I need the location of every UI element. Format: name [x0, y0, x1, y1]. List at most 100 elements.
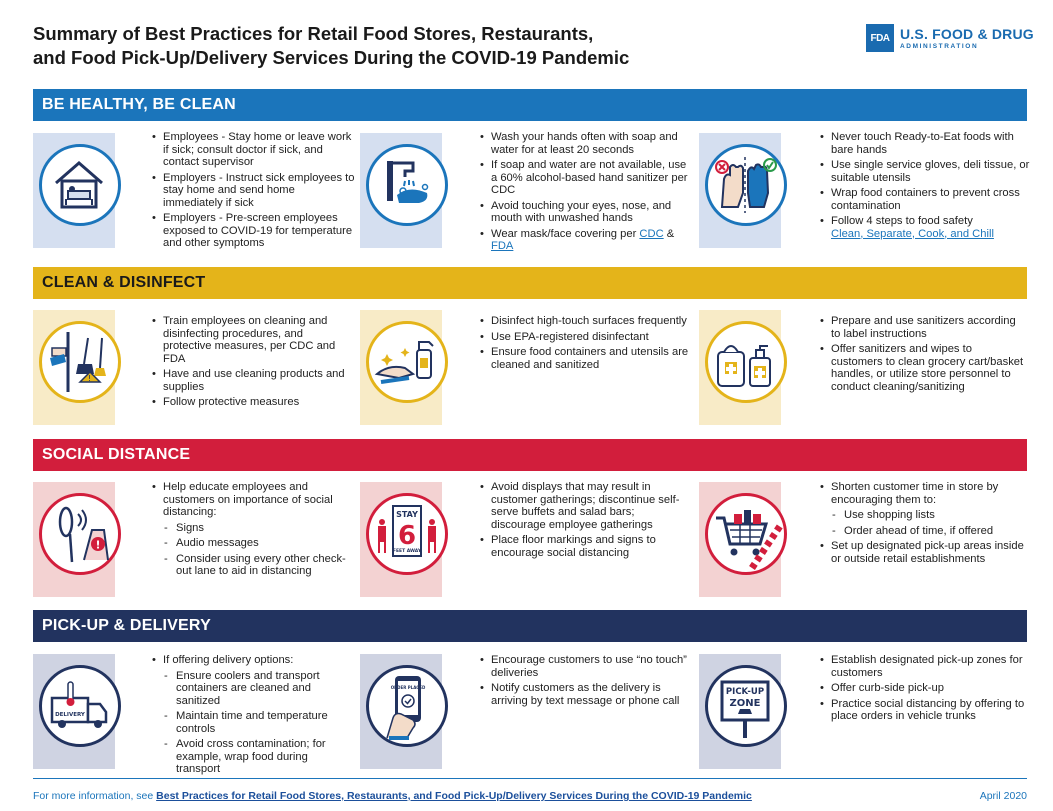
list-item: Wrap food containers to prevent cross co…: [820, 187, 1030, 212]
list-item: Shorten customer time in store by encour…: [820, 481, 1025, 506]
six-text: 6: [398, 521, 416, 551]
handwash-icon: [366, 144, 448, 226]
spray-wipe-icon: [366, 321, 448, 403]
pickup-zone-icon: PICK-UP ZONE: [705, 665, 787, 747]
food-safety-link[interactable]: Clean, Separate, Cook, and Chill: [831, 227, 994, 240]
list-distance-1: Help educate employees and customers on …: [152, 481, 347, 581]
list-item: Use single service gloves, deli tissue, …: [820, 159, 1030, 184]
feet-away-text: FEET AWAY: [393, 548, 422, 554]
tile-pickup-3: PICK-UP ZONE: [699, 654, 787, 769]
list-item: Ensure food containers and utensils are …: [480, 346, 690, 371]
delivery-label: DELIVERY: [55, 712, 86, 718]
title-line-2: and Food Pick-Up/Delivery Services Durin…: [33, 47, 630, 68]
list-subitem: Maintain time and temperature controls: [152, 710, 352, 735]
list-disinfect-3: Prepare and use sanitizers according to …: [820, 315, 1025, 396]
list-item: Employers - Pre-screen employees exposed…: [152, 212, 357, 250]
tile-disinfect-1: !: [33, 310, 121, 425]
list-item: Wash your hands often with soap and wate…: [480, 131, 695, 156]
list-item: Avoid touching your eyes, nose, and mout…: [480, 200, 695, 225]
list-item: Follow protective measures: [152, 396, 347, 409]
list-pickup-2: Encourage customers to use “no touch” de…: [480, 654, 690, 710]
list-pickup-3: Establish designated pick-up zones for c…: [820, 654, 1025, 726]
tile-distance-2: STAY 6 FEET AWAY: [360, 482, 448, 597]
list-disinfect-1: Train employees on cleaning and disinfec…: [152, 315, 347, 412]
tile-healthy-3: [699, 133, 787, 248]
footer-link[interactable]: Best Practices for Retail Food Stores, R…: [156, 790, 752, 802]
footer-more-info: For more information, see Best Practices…: [33, 790, 752, 802]
tile-healthy-1: [33, 133, 121, 248]
fda-mark: FDA: [866, 24, 894, 52]
list-item: Employees - Stay home or leave work if s…: [152, 131, 357, 169]
fda-link[interactable]: FDA: [491, 240, 514, 252]
tile-pickup-1: DELIVERY: [33, 654, 121, 769]
footer-date: April 2020: [979, 790, 1027, 802]
list-subitem: Use shopping lists: [820, 509, 1025, 522]
sanitizer-wipes-icon: [705, 321, 787, 403]
stay-6-feet-icon: STAY 6 FEET AWAY: [366, 493, 448, 575]
list-item: Employers - Instruct sick employees to s…: [152, 172, 357, 210]
list-item: Disinfect high-touch surfaces frequently: [480, 315, 690, 328]
section-heading-disinfect: CLEAN & DISINFECT: [33, 267, 1027, 299]
footer-prefix: For more information, see: [33, 790, 157, 802]
list-item: Help educate employees and customers on …: [152, 481, 347, 519]
page-title: Summary of Best Practices for Retail Foo…: [33, 22, 629, 70]
list-item: Avoid displays that may result in custom…: [480, 481, 685, 531]
list-subitem: Avoid cross contamination; for example, …: [152, 738, 352, 776]
fda-logo: FDA U.S. FOOD & DRUG ADMINISTRATION: [866, 24, 1034, 52]
tile-disinfect-3: [699, 310, 787, 425]
list-item: Offer sanitizers and wipes to customers …: [820, 343, 1025, 393]
gloves-icon: [705, 144, 787, 226]
list-distance-2: Avoid displays that may result in custom…: [480, 481, 685, 562]
list-subitem: Consider using every other check-out lan…: [152, 553, 347, 578]
svg-text:!: !: [96, 539, 101, 552]
list-item: Have and use cleaning products and suppl…: [152, 368, 347, 393]
tile-distance-3: [699, 482, 787, 597]
list-item: Prepare and use sanitizers according to …: [820, 315, 1025, 340]
list-item: Encourage customers to use “no touch” de…: [480, 654, 690, 679]
cdc-link[interactable]: CDC: [639, 227, 664, 240]
shopping-cart-icon: [705, 493, 787, 575]
list-item: Place floor markings and signs to encour…: [480, 534, 685, 559]
tile-pickup-2: ORDER PLACED: [360, 654, 448, 769]
steps-text: Follow 4 steps to food safety: [831, 215, 973, 227]
house-sick-icon: [39, 144, 121, 226]
list-pickup-1: If offering delivery options: Ensure coo…: [152, 654, 352, 779]
list-subitem: Signs: [152, 522, 347, 535]
fda-name: U.S. FOOD & DRUG: [900, 25, 1034, 42]
list-item: Use EPA-registered disinfectant: [480, 331, 690, 344]
list-item: Practice social distancing by offering t…: [820, 698, 1025, 723]
list-item: Notify customers as the delivery is arri…: [480, 682, 690, 707]
list-distance-3: Shorten customer time in store by encour…: [820, 481, 1025, 568]
list-healthy-1: Employees - Stay home or leave work if s…: [152, 131, 357, 253]
amp-text: &: [663, 227, 675, 240]
list-healthy-3: Never touch Ready-to-Eat foods with bare…: [820, 131, 1030, 243]
order-placed-label: ORDER PLACED: [391, 685, 426, 690]
list-item: If soap and water are not available, use…: [480, 159, 695, 197]
footer: For more information, see Best Practices…: [33, 778, 1027, 802]
list-disinfect-2: Disinfect high-touch surfaces frequently…: [480, 315, 690, 374]
section-heading-pickup: PICK-UP & DELIVERY: [33, 610, 1027, 642]
list-item: Wear mask/face covering per CDC & FDA: [480, 228, 695, 253]
tile-healthy-2: [360, 133, 448, 248]
cleaning-icon: !: [39, 321, 121, 403]
phone-order-icon: ORDER PLACED: [366, 665, 448, 747]
list-item: Establish designated pick-up zones for c…: [820, 654, 1025, 679]
mask-text: Wear mask/face covering per: [491, 227, 637, 240]
tile-distance-1: !: [33, 482, 121, 597]
list-item: If offering delivery options:: [152, 654, 352, 667]
list-item: Set up designated pick-up areas inside o…: [820, 540, 1025, 565]
list-healthy-2: Wash your hands often with soap and wate…: [480, 131, 695, 256]
pickup-sign-line2: ZONE: [730, 698, 761, 709]
list-subitem: Order ahead of time, if offered: [820, 525, 1025, 538]
tile-disinfect-2: [360, 310, 448, 425]
list-subitem: Ensure coolers and transport containers …: [152, 670, 352, 708]
stay-text: STAY: [396, 510, 418, 519]
section-heading-distance: SOCIAL DISTANCE: [33, 439, 1027, 471]
list-item: Train employees on cleaning and disinfec…: [152, 315, 347, 365]
section-heading-healthy: BE HEALTHY, BE CLEAN: [33, 89, 1027, 121]
list-item: Never touch Ready-to-Eat foods with bare…: [820, 131, 1030, 156]
list-subitem: Audio messages: [152, 537, 347, 550]
audio-sign-icon: !: [39, 493, 121, 575]
pickup-sign-line1: PICK-UP: [726, 687, 764, 697]
